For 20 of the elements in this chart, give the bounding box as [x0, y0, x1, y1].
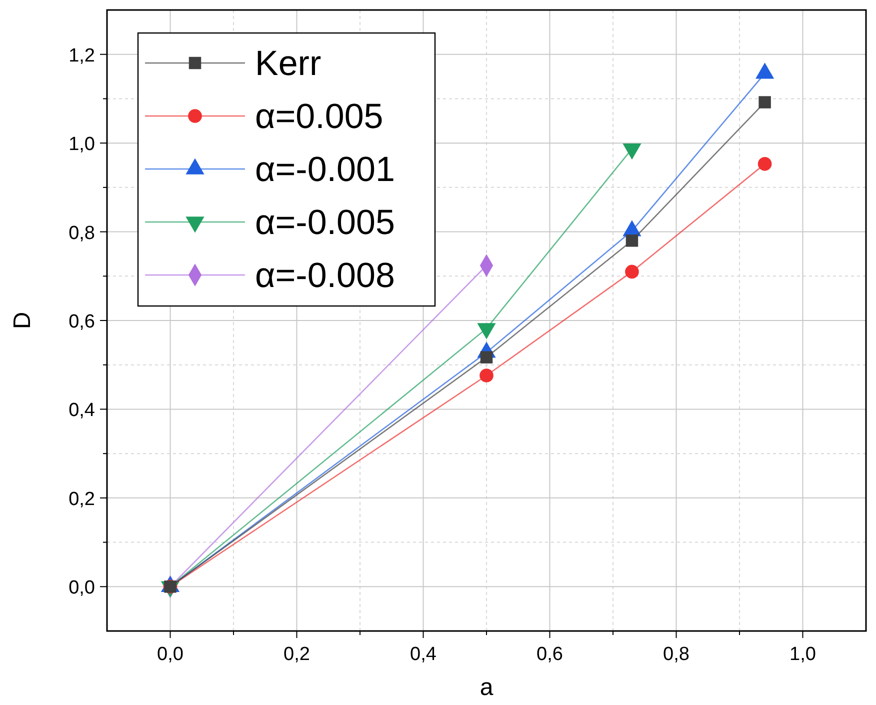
legend-label: α=-0.001	[255, 150, 395, 189]
legend-label: α=-0.008	[255, 256, 395, 295]
y-tick-label: 1,2	[68, 45, 95, 66]
x-axis-title: a	[480, 674, 494, 701]
x-tick-label: 1,0	[790, 644, 816, 665]
y-tick-label: 0,6	[68, 312, 95, 332]
legend-label: α=-0.005	[255, 203, 395, 242]
x-tick-label: 0,0	[157, 644, 184, 665]
y-axis-title: D	[9, 312, 36, 330]
y-tick-label: 0,4	[68, 400, 96, 422]
y-tick-label: 0,2	[68, 488, 95, 510]
y-tick-label: 0,0	[68, 578, 95, 599]
x-tick-label: 0,4	[410, 644, 437, 665]
x-tick-label: 0,2	[284, 644, 310, 665]
x-tick-label: 0,6	[536, 644, 563, 665]
legend-label: α=0.005	[255, 97, 384, 136]
legend-label: Kerr	[255, 44, 322, 83]
x-tick-label: 0,8	[663, 644, 690, 665]
y-tick-label: 1,0	[68, 134, 95, 156]
y-tick-label: 0,8	[68, 222, 95, 244]
